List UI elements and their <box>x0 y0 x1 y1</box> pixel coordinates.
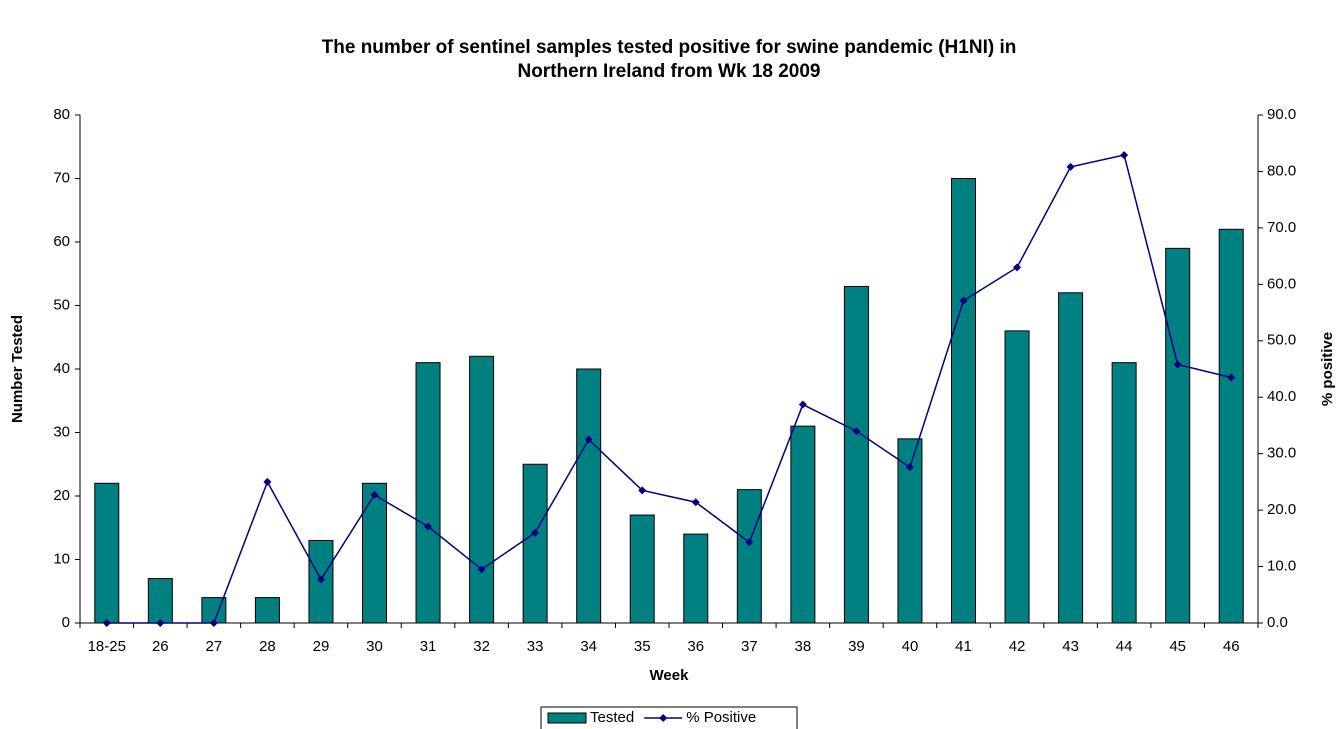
y2-tick-label: 40.0 <box>1267 388 1296 405</box>
bar <box>629 514 655 624</box>
y-tick-label: 70 <box>53 169 70 186</box>
y-tick-label: 60 <box>53 233 70 250</box>
marker <box>1066 162 1075 171</box>
bar <box>94 482 120 624</box>
marker <box>691 498 700 507</box>
x-tick-label: 35 <box>634 638 651 655</box>
x-tick-label: 43 <box>1062 638 1079 655</box>
marker <box>798 400 807 409</box>
bar <box>1218 228 1244 624</box>
x-tick-label: 34 <box>580 638 597 655</box>
legend-swatch <box>659 714 668 722</box>
x-tick-label: 45 <box>1169 638 1186 655</box>
marker <box>102 619 111 627</box>
y2-tick-label: 50.0 <box>1267 332 1296 349</box>
bar <box>683 533 709 624</box>
y2-tick-label: 0.0 <box>1267 614 1288 631</box>
line <box>106 154 1232 624</box>
x-tick-label: 39 <box>848 638 865 655</box>
bar <box>951 178 976 624</box>
marker <box>852 427 861 436</box>
y2-tick-label: 20.0 <box>1267 501 1296 518</box>
bar <box>415 362 441 624</box>
y-tick-label: 30 <box>53 423 70 440</box>
marker <box>316 575 325 584</box>
y-tick-label: 50 <box>53 296 70 313</box>
marker <box>1120 151 1129 160</box>
x-tick-label: 38 <box>795 638 812 655</box>
marker <box>584 435 593 444</box>
marker <box>1013 263 1022 272</box>
y-tick-label: 10 <box>53 550 70 567</box>
x-tick-label: 31 <box>420 638 437 655</box>
x-tick-label: 44 <box>1116 638 1133 655</box>
bar <box>790 425 816 624</box>
bar <box>469 355 495 624</box>
marker <box>959 296 968 305</box>
chart-title: The number of sentinel samples tested po… <box>322 37 1017 58</box>
marker <box>370 490 379 499</box>
bar <box>843 285 869 624</box>
bar <box>1058 292 1084 624</box>
x-tick-label: 37 <box>741 638 758 655</box>
marker <box>477 565 486 574</box>
x-tick-label: 42 <box>1009 638 1026 655</box>
x-tick-label: 46 <box>1223 638 1240 655</box>
y2-tick-label: 90.0 <box>1267 106 1296 123</box>
bar <box>736 489 762 624</box>
marker <box>905 463 914 472</box>
bar <box>147 578 173 624</box>
x-tick-label: 18-25 <box>88 638 126 655</box>
marker <box>263 477 272 486</box>
bar <box>1111 362 1137 624</box>
x-tick-label: 32 <box>473 638 490 655</box>
legend-label: % Positive <box>686 709 756 726</box>
bar <box>362 482 387 624</box>
x-tick-label: 33 <box>527 638 544 655</box>
marker <box>531 528 540 537</box>
marker <box>745 538 754 547</box>
marker <box>1173 360 1182 369</box>
x-tick-label: 41 <box>955 638 972 655</box>
legend-label: Tested <box>590 709 634 726</box>
y-axis-label: Number Tested <box>9 315 26 423</box>
y2-axis-label: % positive <box>1319 332 1336 406</box>
y-tick-label: 20 <box>53 487 70 504</box>
bar <box>1165 247 1191 624</box>
chart-title: Northern Ireland from Wk 18 2009 <box>517 61 820 82</box>
bar <box>522 463 548 624</box>
y-tick-label: 0 <box>62 614 70 631</box>
marker <box>1227 373 1236 382</box>
y2-tick-label: 70.0 <box>1267 219 1296 236</box>
y-tick-label: 80 <box>53 106 70 123</box>
y2-tick-label: 60.0 <box>1267 275 1296 292</box>
y2-tick-label: 30.0 <box>1267 445 1296 462</box>
x-tick-label: 26 <box>152 638 169 655</box>
x-tick-label: 29 <box>313 638 330 655</box>
x-axis-label: Week <box>650 667 690 684</box>
marker <box>209 619 218 627</box>
bar <box>1004 330 1030 624</box>
y2-tick-label: 80.0 <box>1267 162 1296 179</box>
bar <box>254 597 280 624</box>
x-tick-label: 36 <box>687 638 704 655</box>
legend-swatch <box>547 712 587 724</box>
y-tick-label: 40 <box>53 360 70 377</box>
x-tick-label: 40 <box>902 638 919 655</box>
marker <box>424 522 433 531</box>
bar <box>576 368 602 624</box>
marker <box>156 619 165 627</box>
x-tick-label: 30 <box>366 638 383 655</box>
x-tick-label: 27 <box>206 638 223 655</box>
marker <box>638 486 647 495</box>
x-tick-label: 28 <box>259 638 276 655</box>
y2-tick-label: 10.0 <box>1267 558 1296 575</box>
